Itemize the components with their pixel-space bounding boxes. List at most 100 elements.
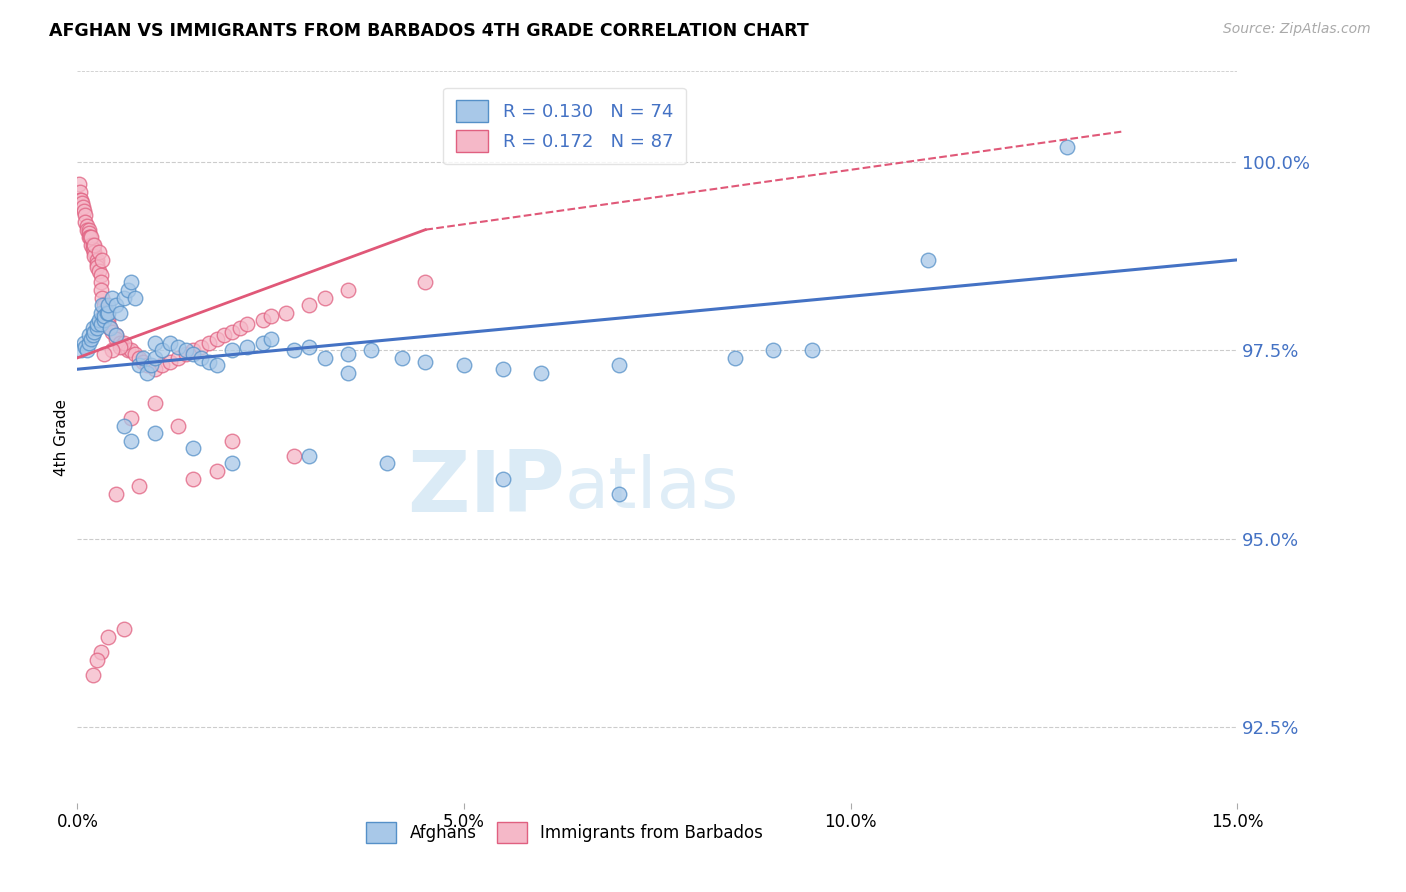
Point [197,354,219,368]
Point [205,332,228,346]
Point [69,193,91,207]
Point [236,317,259,331]
Point [132,351,155,365]
Point [314,291,336,305]
Point [80,332,103,346]
Point [105,328,127,343]
Point [159,354,181,368]
Point [190,340,212,354]
Point [152,343,174,358]
Point [70,343,93,358]
Point [283,449,305,463]
Point [97,630,120,644]
Point [77,335,100,350]
Point [105,328,127,343]
Point [108,340,131,354]
Point [86,317,108,331]
Point [205,464,228,478]
Point [87,264,110,278]
Point [70,196,93,211]
Point [90,268,111,282]
Point [117,283,139,297]
Point [128,479,150,493]
Point [801,343,824,358]
Point [70,193,93,207]
Point [183,471,205,485]
Point [76,343,98,358]
Point [166,340,188,354]
Point [375,457,398,471]
Point [83,249,105,263]
Point [90,276,111,290]
Point [82,328,104,343]
Point [120,276,143,290]
Y-axis label: 4th Grade: 4th Grade [53,399,69,475]
Point [97,313,120,327]
Point [183,347,205,361]
Point [79,230,101,244]
Point [117,343,139,358]
Point [86,652,108,666]
Point [205,359,228,373]
Point [90,306,111,320]
Point [77,328,100,343]
Point [93,347,115,361]
Point [82,667,104,681]
Point [221,457,243,471]
Point [101,325,124,339]
Point [492,471,515,485]
Point [83,237,105,252]
Point [183,442,205,456]
Point [80,230,103,244]
Point [236,340,259,354]
Point [174,347,197,361]
Point [101,291,124,305]
Point [77,230,100,244]
Point [143,426,166,441]
Point [105,298,127,312]
Point [128,351,150,365]
Point [76,223,98,237]
Point [607,486,630,500]
Point [143,351,166,365]
Point [190,351,212,365]
Text: AFGHAN VS IMMIGRANTS FROM BARBADOS 4TH GRADE CORRELATION CHART: AFGHAN VS IMMIGRANTS FROM BARBADOS 4TH G… [49,22,808,40]
Point [135,366,157,380]
Point [298,298,321,312]
Point [105,486,127,500]
Point [228,320,252,334]
Point [298,449,321,463]
Text: atlas: atlas [565,454,740,523]
Point [174,343,197,358]
Point [112,340,135,354]
Point [143,335,166,350]
Point [723,351,745,365]
Point [917,252,939,267]
Point [336,366,359,380]
Point [72,200,94,214]
Point [166,351,188,365]
Point [1056,140,1078,154]
Point [120,434,143,448]
Point [87,245,110,260]
Point [83,245,105,260]
Text: ZIP: ZIP [406,447,565,530]
Point [69,185,91,199]
Point [72,335,94,350]
Point [298,340,321,354]
Point [336,283,359,297]
Point [86,260,108,275]
Point [75,215,96,229]
Point [197,335,219,350]
Point [214,328,236,343]
Point [132,354,155,368]
Point [75,340,96,354]
Point [98,320,121,334]
Point [413,354,436,368]
Point [108,306,131,320]
Point [93,313,115,327]
Point [76,219,98,233]
Point [120,343,143,358]
Point [221,343,243,358]
Legend: Afghans, Immigrants from Barbados: Afghans, Immigrants from Barbados [360,815,769,849]
